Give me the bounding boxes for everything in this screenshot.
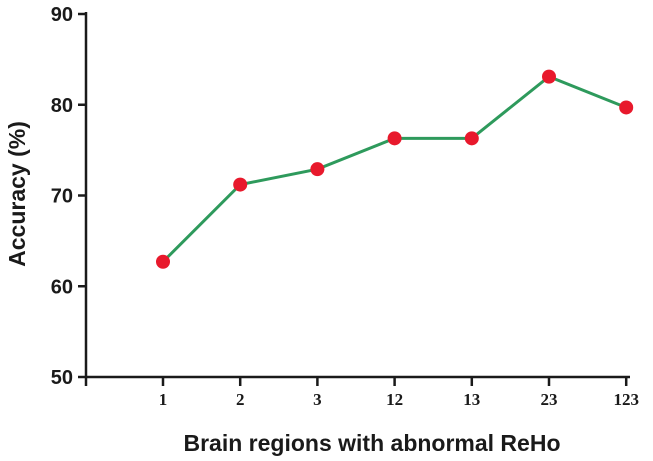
data-point — [464, 131, 479, 146]
y-tick-label: 60 — [51, 276, 73, 298]
x-axis: 1 2 3 12 13 23 123 — [84, 375, 639, 409]
y-tick-label: 90 — [51, 4, 73, 26]
x-tick-label: 3 — [313, 390, 322, 409]
data-point — [542, 69, 556, 84]
x-tick-label: 2 — [236, 390, 245, 409]
data-point — [619, 100, 634, 115]
x-tick-label: 12 — [386, 390, 403, 409]
x-tick-label: 1 — [159, 390, 168, 409]
data-point — [310, 162, 325, 177]
x-tick-label: 23 — [541, 390, 558, 409]
plot-area — [156, 69, 634, 269]
data-point — [233, 177, 248, 192]
y-tick-label: 50 — [51, 367, 73, 389]
x-tick-label: 123 — [613, 390, 639, 409]
x-axis-title: Brain regions with abnormal ReHo — [184, 430, 561, 456]
series-line — [161, 74, 627, 263]
y-axis: 50 60 70 80 90 — [51, 4, 88, 389]
y-axis-title: Accuracy (%) — [4, 121, 30, 267]
y-tick-label: 80 — [51, 95, 73, 117]
y-tick-label: 70 — [51, 186, 73, 208]
data-point — [387, 131, 402, 146]
data-point — [156, 254, 170, 269]
x-tick-label: 13 — [463, 390, 480, 409]
